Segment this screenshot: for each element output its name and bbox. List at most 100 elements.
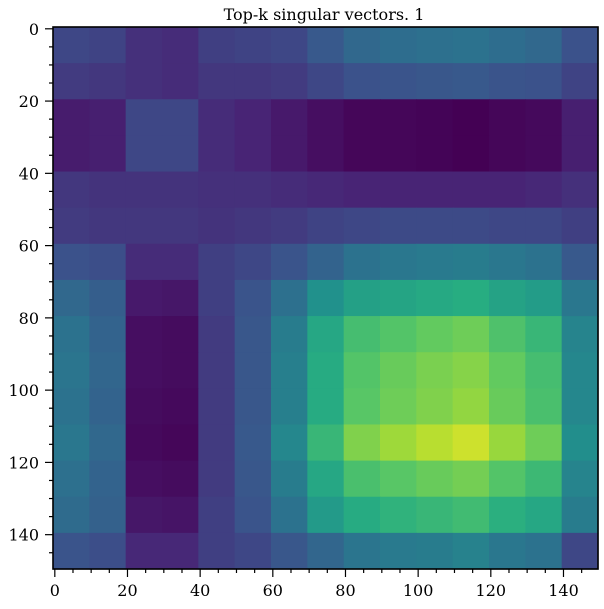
heatmap-cell <box>416 135 454 173</box>
heatmap-cell <box>525 207 563 245</box>
heatmap-cell <box>53 171 90 209</box>
heatmap-cell <box>343 388 381 426</box>
heatmap-cell <box>234 532 272 570</box>
heatmap-cell <box>162 316 199 353</box>
y-tick-label: 140 <box>8 526 39 545</box>
heatmap-cell <box>234 99 272 136</box>
heatmap-cell <box>125 279 163 317</box>
heatmap-cell <box>489 496 526 534</box>
heatmap-cell <box>271 63 308 100</box>
heatmap-cell <box>489 63 526 100</box>
heatmap-cell <box>89 532 127 570</box>
heatmap-cell <box>198 207 236 245</box>
heatmap-cell <box>271 316 308 353</box>
heatmap-cell <box>53 388 90 426</box>
heatmap-cell <box>380 496 417 534</box>
heatmap-cell <box>452 27 490 64</box>
heatmap-cell <box>561 532 599 570</box>
heatmap-cell <box>89 279 127 317</box>
heatmap-cell <box>561 496 599 534</box>
x-tick-label: 60 <box>263 581 283 600</box>
heatmap-cell <box>525 279 563 317</box>
heatmap-cell <box>561 279 599 317</box>
heatmap-cell <box>343 99 381 136</box>
heatmap-cell <box>162 532 199 570</box>
heatmap-cell <box>89 99 127 136</box>
heatmap-cell <box>380 532 417 570</box>
x-tick-label: 0 <box>50 581 60 600</box>
heatmap-cell <box>380 279 417 317</box>
heatmap-cell <box>234 316 272 353</box>
heatmap-cell <box>561 63 599 100</box>
heatmap-cell <box>53 207 90 245</box>
heatmap-cell <box>162 171 199 209</box>
heatmap-cell <box>271 532 308 570</box>
heatmap-cell <box>162 460 199 498</box>
heatmap-cell <box>525 171 563 209</box>
heatmap-cell <box>343 207 381 245</box>
heatmap-cell <box>307 99 345 136</box>
y-tick-label: 20 <box>19 92 39 111</box>
heatmap-cell <box>89 63 127 100</box>
heatmap-cell <box>125 63 163 100</box>
heatmap-cell <box>307 460 345 498</box>
heatmap-cell <box>125 496 163 534</box>
heatmap-cell <box>53 279 90 317</box>
heatmap-cell <box>452 424 490 462</box>
heatmap-cell <box>380 460 417 498</box>
heatmap-cell <box>198 171 236 209</box>
heatmap-cell <box>234 352 272 389</box>
heatmap-cell <box>53 352 90 389</box>
heatmap-cell <box>89 243 127 281</box>
heatmap-cell <box>198 424 236 462</box>
heatmap-cell <box>162 388 199 426</box>
heatmap-cell <box>489 352 526 389</box>
heatmap-cell <box>162 99 199 136</box>
heatmap-cell <box>525 316 563 353</box>
heatmap-cell <box>525 496 563 534</box>
heatmap-cell <box>89 316 127 353</box>
heatmap-cell <box>162 424 199 462</box>
heatmap-cell <box>53 460 90 498</box>
heatmap-cell <box>380 171 417 209</box>
heatmap-cell <box>307 532 345 570</box>
heatmap-cell <box>416 63 454 100</box>
heatmap-cell <box>125 243 163 281</box>
heatmap-cell <box>271 99 308 136</box>
plot-frame <box>52 26 599 570</box>
heatmap-cell <box>271 424 308 462</box>
heatmap-cell <box>125 352 163 389</box>
heatmap-cell <box>89 460 127 498</box>
heatmap-cell <box>525 424 563 462</box>
heatmap-cell <box>89 352 127 389</box>
heatmap-cell <box>452 316 490 353</box>
y-tick-label: 120 <box>8 453 39 472</box>
heatmap-cell <box>452 243 490 281</box>
heatmap-cell <box>452 496 490 534</box>
heatmap-cell <box>234 27 272 64</box>
heatmap-cell <box>198 496 236 534</box>
heatmap-cell <box>561 171 599 209</box>
heatmap-cell <box>489 460 526 498</box>
heatmap-cell <box>307 171 345 209</box>
heatmap-cell <box>416 316 454 353</box>
heatmap-cell <box>198 243 236 281</box>
heatmap-cell <box>234 424 272 462</box>
heatmap-cell <box>525 460 563 498</box>
heatmap-cell <box>307 27 345 64</box>
heatmap-cell <box>198 63 236 100</box>
heatmap-cell <box>234 207 272 245</box>
heatmap-cell <box>271 496 308 534</box>
heatmap-cell <box>234 279 272 317</box>
heatmap-cell <box>561 316 599 353</box>
heatmap-cell <box>162 135 199 173</box>
heatmap-cell <box>489 171 526 209</box>
heatmap-cell <box>234 460 272 498</box>
heatmap-cell <box>307 352 345 389</box>
heatmap-cell <box>271 207 308 245</box>
heatmap-cell <box>271 243 308 281</box>
x-tick-label: 140 <box>548 581 579 600</box>
heatmap-cell <box>125 27 163 64</box>
heatmap-cell <box>561 352 599 389</box>
heatmap-cell <box>380 99 417 136</box>
